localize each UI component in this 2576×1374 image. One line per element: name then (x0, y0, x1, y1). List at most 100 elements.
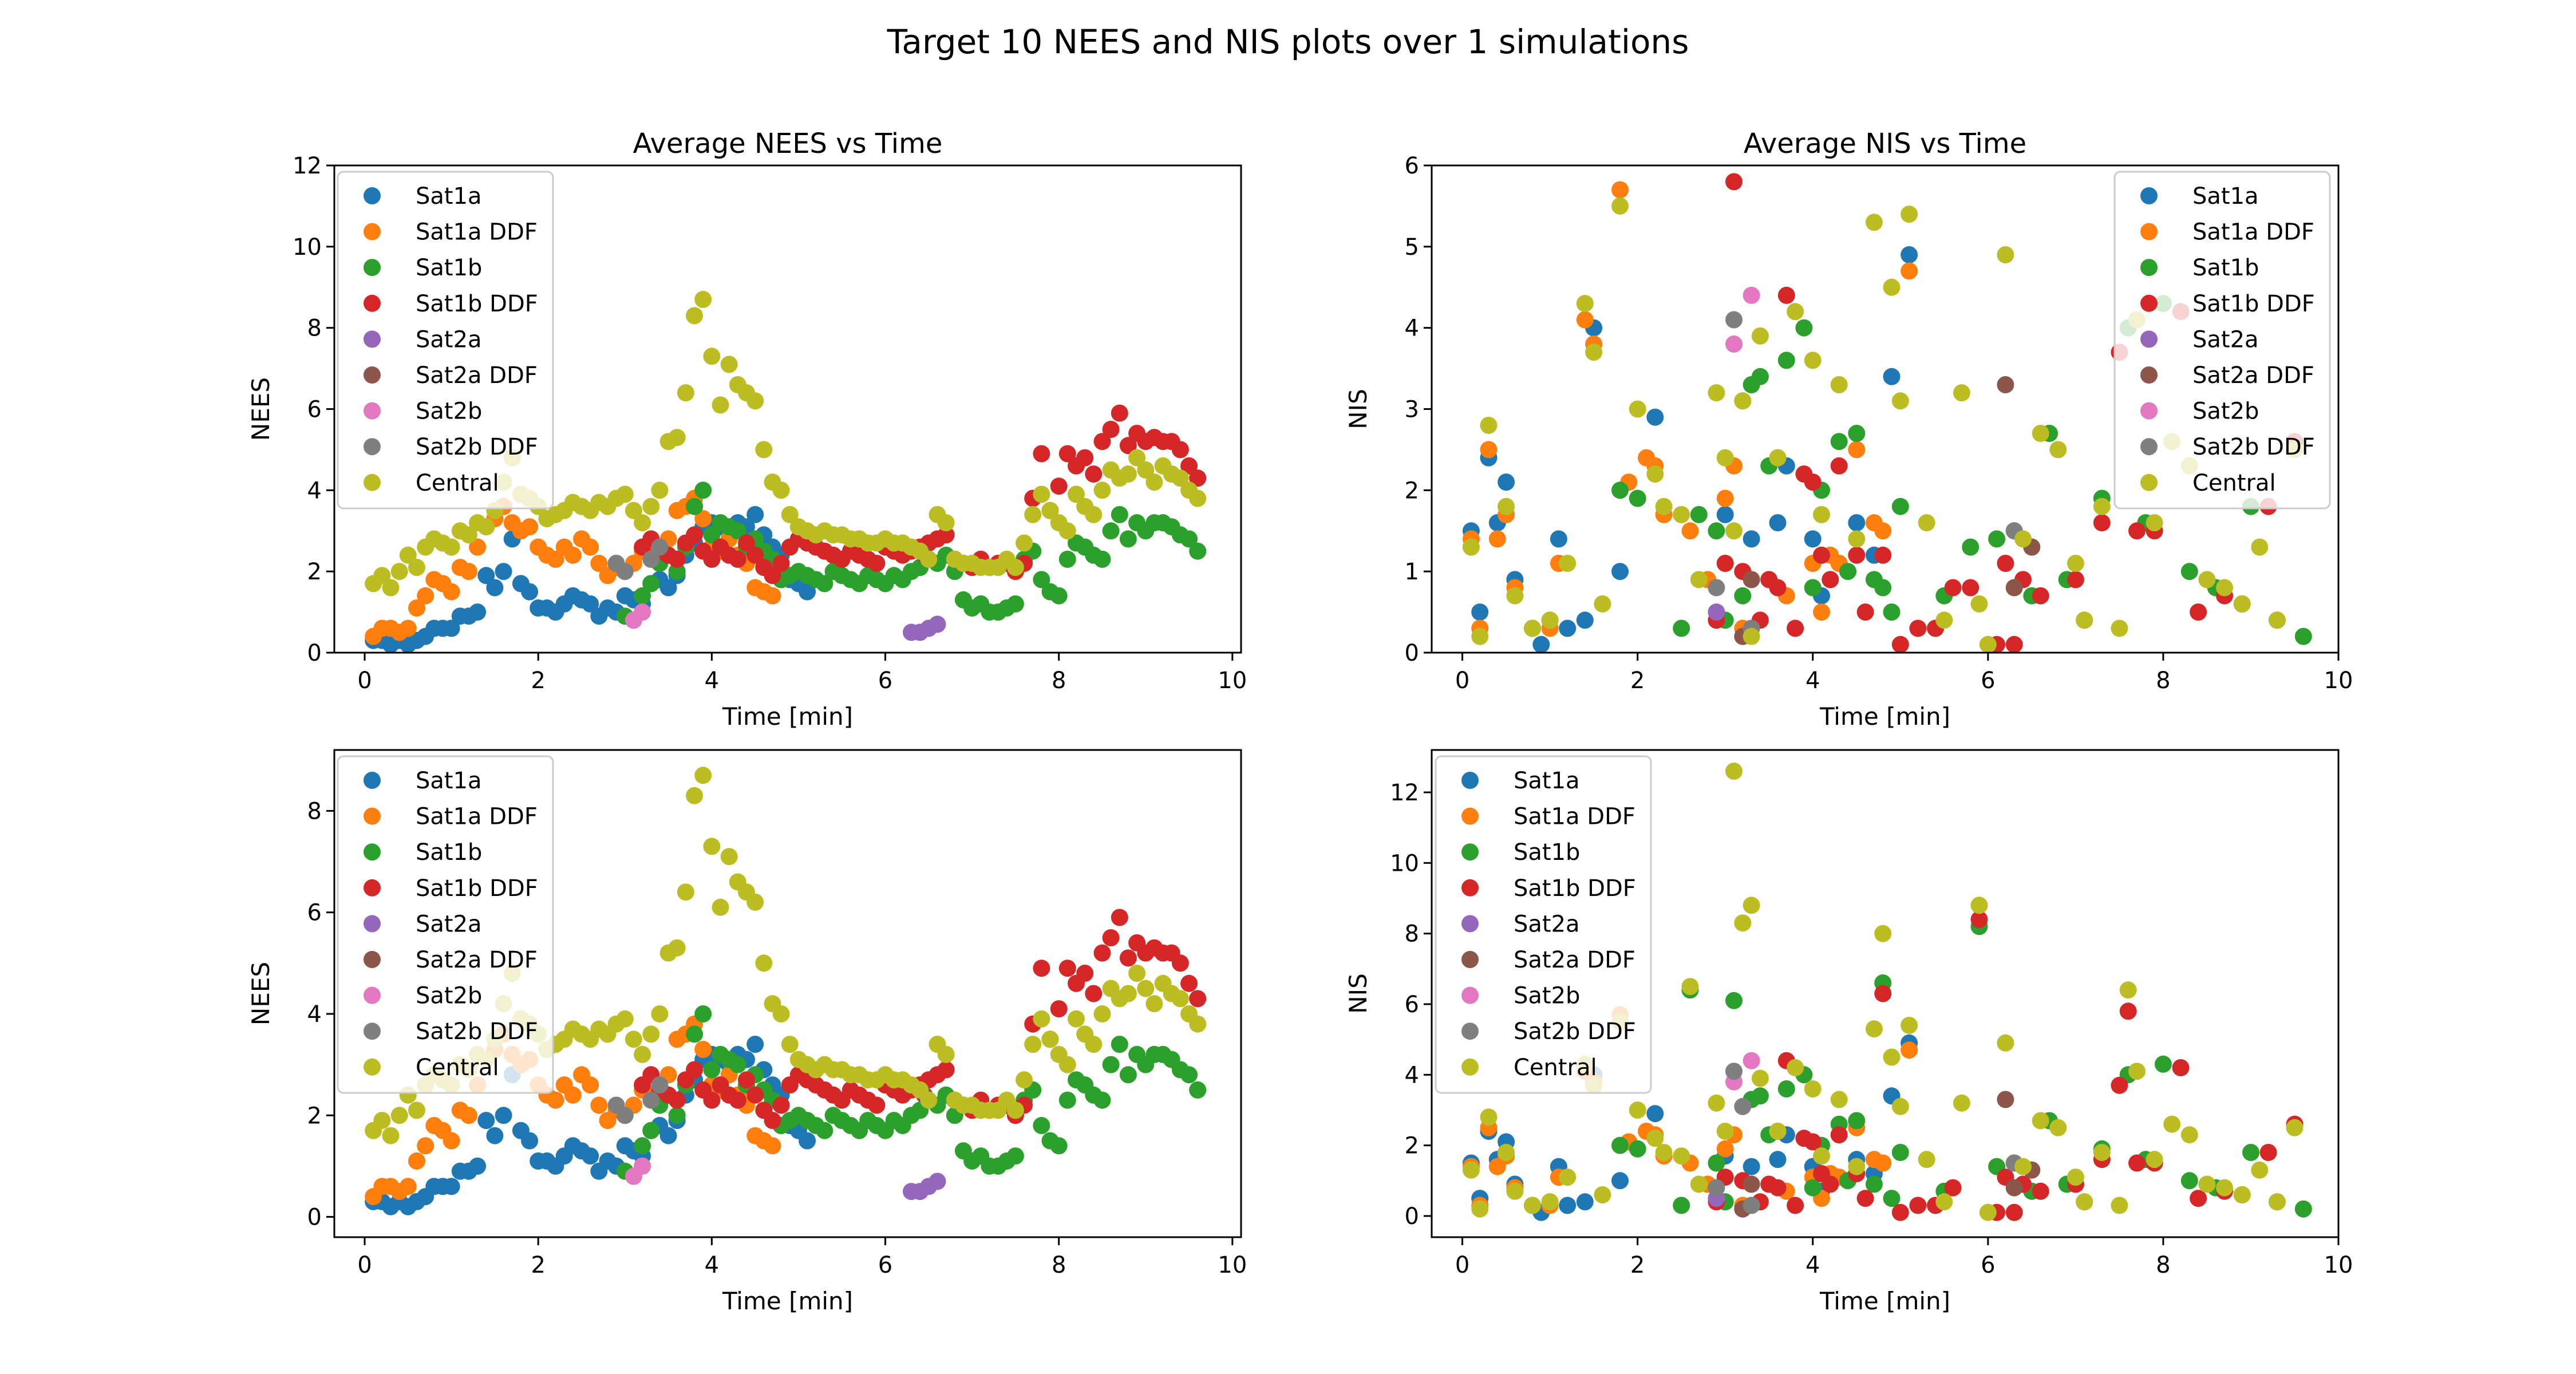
legend-marker-sat2b (364, 402, 381, 420)
data-point-central (1006, 559, 1024, 577)
data-point-sat1a-ddf (399, 619, 417, 637)
data-point-central (1016, 534, 1033, 552)
data-point-sat1a-ddf (399, 1178, 417, 1195)
legend-label-sat1b-ddf: Sat1b DDF (416, 875, 538, 902)
legend-box (1435, 755, 1652, 1094)
data-point-sat1a-ddf (1901, 262, 1918, 280)
data-point-central (1559, 1168, 1577, 1186)
data-point-sat1b-ddf (729, 550, 746, 568)
legend-marker-sat2b-ddf (364, 1022, 381, 1040)
data-point-central (1189, 1015, 1207, 1033)
legend-marker-sat1b-ddf (1461, 879, 1479, 897)
data-point-central (634, 514, 651, 532)
x-tick-label: 2 (531, 668, 545, 694)
data-point-sat1b-ddf (1997, 555, 2014, 572)
data-point-central (1743, 627, 1760, 645)
y-axis-label: NEES (247, 962, 275, 1025)
legend-marker-sat2a-ddf (2140, 366, 2158, 384)
data-point-sat1a-ddf (1716, 1140, 1734, 1158)
data-point-central (2067, 1168, 2084, 1186)
data-point-sat1b-ddf (868, 555, 886, 572)
data-point-sat1b-ddf (738, 1071, 755, 1089)
data-point-sat1a-ddf (564, 1086, 582, 1104)
x-tick-label: 4 (1805, 1252, 1820, 1278)
data-point-central (703, 838, 721, 855)
data-point-sat1b (2242, 1144, 2259, 1161)
legend-marker-central (2140, 473, 2158, 491)
legend-marker-sat2a-ddf (1461, 951, 1479, 968)
data-point-central (1016, 1071, 1033, 1089)
data-point-central (1006, 1101, 1024, 1119)
data-point-sat1a-ddf (764, 1137, 781, 1155)
data-point-sat2b-ddf (1725, 311, 1743, 329)
data-point-sat1b-ddf (772, 555, 790, 572)
data-point-sat1b-ddf (1119, 437, 1137, 455)
data-point-sat2b-ddf (1725, 1063, 1743, 1080)
data-point-central (2233, 1186, 2251, 1203)
data-point-sat2b (1725, 335, 1743, 353)
data-point-sat1a-ddf (582, 538, 599, 556)
data-point-sat1b-ddf (668, 1091, 686, 1109)
data-point-central (1970, 595, 1988, 613)
data-point-central (2286, 1119, 2304, 1136)
data-point-central (2093, 1144, 2111, 1161)
data-point-central (1918, 1151, 1935, 1168)
data-point-central (1594, 595, 1611, 613)
data-point-sat1b-ddf (1909, 619, 1927, 637)
data-point-sat1b (816, 575, 833, 593)
legend-marker-sat1b-ddf (364, 294, 381, 312)
data-point-sat1a-ddf (417, 1137, 434, 1155)
data-point-central (2180, 1126, 2198, 1144)
data-point-sat1b-ddf (1111, 909, 1128, 926)
legend-marker-sat2a-ddf (364, 951, 381, 968)
legend-label-sat2b: Sat2b (416, 983, 482, 1009)
data-point-sat1b-ddf (1891, 635, 1909, 653)
y-tick-label: 12 (1390, 780, 1419, 806)
data-point-sat2b-ddf (616, 563, 634, 581)
data-point-central (2216, 1179, 2233, 1197)
data-point-sat1b (1119, 530, 1137, 548)
data-point-sat1b-ddf (2128, 1154, 2146, 1172)
panel-title: Average NIS vs Time (1744, 128, 2026, 160)
data-point-central (1145, 473, 1163, 491)
panel-3: 0 2 4 6 8 10 0 2 4 6 8 Time [min] NEES Sat1a Sat1a DDF… (247, 749, 1247, 1315)
data-point-central (1979, 1203, 1997, 1221)
legend-label-sat2b: Sat2b (1514, 983, 1580, 1009)
x-tick-label: 2 (531, 1252, 545, 1278)
data-point-central (1629, 400, 1646, 418)
data-point-central (1471, 1200, 1489, 1218)
data-point-central (703, 348, 721, 365)
data-point-central (651, 1005, 669, 1022)
data-point-sat1b-ddf (1085, 465, 1103, 483)
data-point-sat1b (1180, 1066, 1198, 1084)
data-point-central (1462, 1161, 1480, 1179)
data-point-central (1673, 506, 1690, 523)
data-point-central (2093, 498, 2111, 515)
data-point-sat1a-ddf (590, 555, 608, 572)
data-point-sat1b-ddf (1180, 974, 1198, 992)
data-point-central (2128, 1063, 2146, 1080)
data-point-sat1b (1708, 522, 1725, 540)
legend-label-sat1a: Sat1a (416, 183, 482, 210)
data-point-central (2251, 538, 2269, 556)
data-points (365, 767, 1207, 1215)
data-point-central (634, 1045, 651, 1063)
data-point-sat1b-ddf (2093, 514, 2111, 532)
legend-marker-central (364, 473, 381, 491)
legend-label-sat1a: Sat1a (416, 768, 482, 794)
data-point-central (373, 1112, 391, 1130)
data-point-sat1a-ddf (1480, 441, 1498, 459)
data-point-sat2b (634, 1157, 651, 1175)
data-point-central (2111, 1197, 2128, 1214)
data-point-central (1997, 1034, 2014, 1052)
x-tick-label: 10 (1218, 1252, 1247, 1278)
data-point-sat1a-ddf (442, 583, 460, 601)
data-point-sat1b (729, 1056, 746, 1073)
figure-suptitle: Target 10 NEES and NIS plots over 1 simu… (887, 22, 1689, 61)
data-point-sat1a (521, 583, 539, 601)
data-point-central (399, 546, 417, 564)
data-point-central (1883, 1048, 1901, 1066)
data-point-sat1b-ddf (1076, 449, 1094, 467)
data-point-central (1585, 344, 1603, 361)
data-point-sat1b-ddf (764, 1112, 781, 1130)
